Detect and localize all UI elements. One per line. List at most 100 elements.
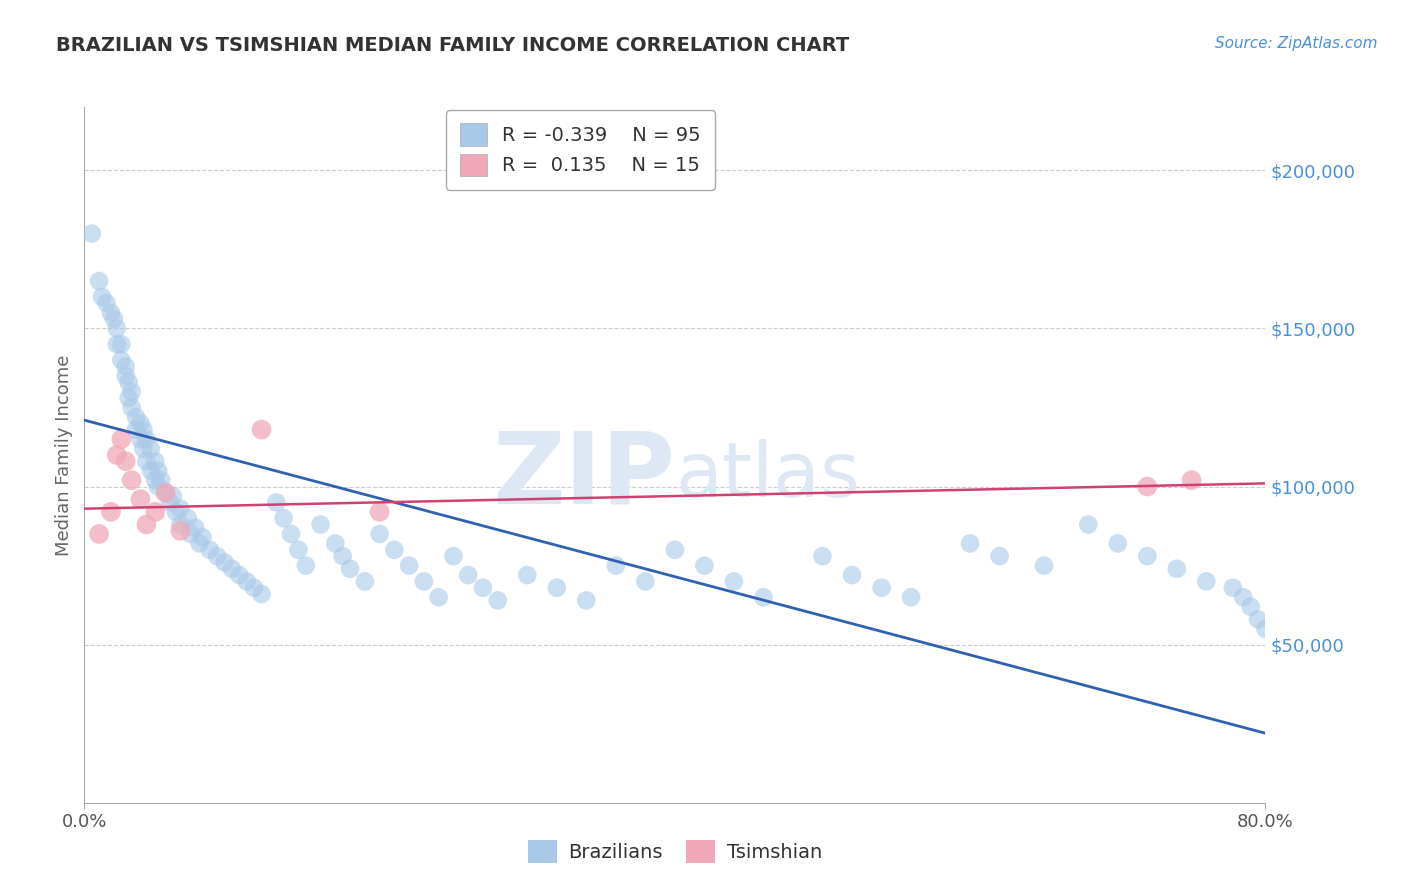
Point [398, 558, 420, 573]
Point [80, 227, 103, 241]
Point [382, 542, 406, 557]
Point [132, 442, 155, 456]
Point [135, 432, 157, 446]
Point [546, 581, 568, 595]
Point [135, 454, 157, 468]
Point [1136, 549, 1159, 563]
Point [228, 568, 250, 582]
Point [250, 587, 273, 601]
Point [1107, 536, 1129, 550]
Point [155, 486, 177, 500]
Point [155, 486, 177, 500]
Point [413, 574, 436, 589]
Point [121, 384, 143, 399]
Point [457, 568, 479, 582]
Point [150, 473, 173, 487]
Point [125, 423, 148, 437]
Point [1240, 599, 1263, 614]
Point [110, 353, 132, 368]
Text: Source: ZipAtlas.com: Source: ZipAtlas.com [1215, 36, 1378, 51]
Point [368, 505, 391, 519]
Point [1136, 479, 1159, 493]
Point [205, 549, 228, 563]
Point [169, 517, 191, 532]
Point [89, 527, 111, 541]
Point [214, 556, 236, 570]
Point [1195, 574, 1218, 589]
Point [811, 549, 834, 563]
Point [118, 375, 141, 389]
Point [162, 489, 184, 503]
Point [148, 479, 170, 493]
Point [723, 574, 745, 589]
Point [575, 593, 598, 607]
Point [1232, 591, 1254, 605]
Point [169, 501, 191, 516]
Point [139, 464, 162, 478]
Point [125, 409, 148, 424]
Point [143, 473, 166, 487]
Point [114, 368, 136, 383]
Text: BRAZILIAN VS TSIMSHIAN MEDIAN FAMILY INCOME CORRELATION CHART: BRAZILIAN VS TSIMSHIAN MEDIAN FAMILY INC… [56, 36, 849, 54]
Point [264, 495, 288, 509]
Point [188, 536, 211, 550]
Point [177, 511, 200, 525]
Point [100, 505, 122, 519]
Point [900, 591, 922, 605]
Point [221, 562, 243, 576]
Point [96, 296, 118, 310]
Point [103, 312, 125, 326]
Point [295, 558, 318, 573]
Point [121, 401, 143, 415]
Point [605, 558, 627, 573]
Point [287, 542, 309, 557]
Point [354, 574, 377, 589]
Point [1077, 517, 1099, 532]
Point [89, 274, 111, 288]
Point [129, 492, 152, 507]
Point [368, 527, 391, 541]
Point [143, 454, 166, 468]
Point [105, 337, 128, 351]
Point [198, 542, 221, 557]
Point [105, 448, 128, 462]
Point [118, 391, 141, 405]
Point [105, 321, 128, 335]
Point [143, 505, 166, 519]
Point [100, 305, 122, 319]
Point [169, 524, 191, 538]
Point [472, 581, 495, 595]
Point [114, 359, 136, 374]
Text: atlas: atlas [675, 439, 859, 513]
Point [323, 536, 347, 550]
Point [486, 593, 509, 607]
Point [280, 527, 302, 541]
Point [1247, 612, 1270, 626]
Point [236, 574, 259, 589]
Y-axis label: Median Family Income: Median Family Income [55, 354, 73, 556]
Point [516, 568, 538, 582]
Point [110, 432, 132, 446]
Point [148, 464, 170, 478]
Point [121, 473, 143, 487]
Point [870, 581, 893, 595]
Point [132, 423, 155, 437]
Point [243, 581, 266, 595]
Point [427, 591, 450, 605]
Point [1254, 622, 1277, 636]
Point [165, 505, 187, 519]
Point [191, 530, 214, 544]
Text: ZIP: ZIP [492, 427, 675, 524]
Point [988, 549, 1011, 563]
Point [441, 549, 464, 563]
Point [129, 417, 152, 431]
Point [309, 517, 332, 532]
Point [841, 568, 863, 582]
Point [339, 562, 361, 576]
Point [664, 542, 686, 557]
Point [1032, 558, 1054, 573]
Point [114, 454, 136, 468]
Point [91, 290, 114, 304]
Legend: Brazilians, Tsimshian: Brazilians, Tsimshian [517, 830, 832, 873]
Point [273, 511, 295, 525]
